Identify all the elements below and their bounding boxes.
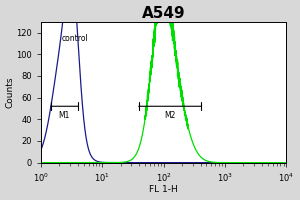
Text: M1: M1 <box>58 111 70 120</box>
X-axis label: FL 1-H: FL 1-H <box>149 185 178 194</box>
Y-axis label: Counts: Counts <box>6 76 15 108</box>
Text: M2: M2 <box>164 111 176 120</box>
Text: control: control <box>62 34 88 43</box>
Title: A549: A549 <box>142 6 185 21</box>
